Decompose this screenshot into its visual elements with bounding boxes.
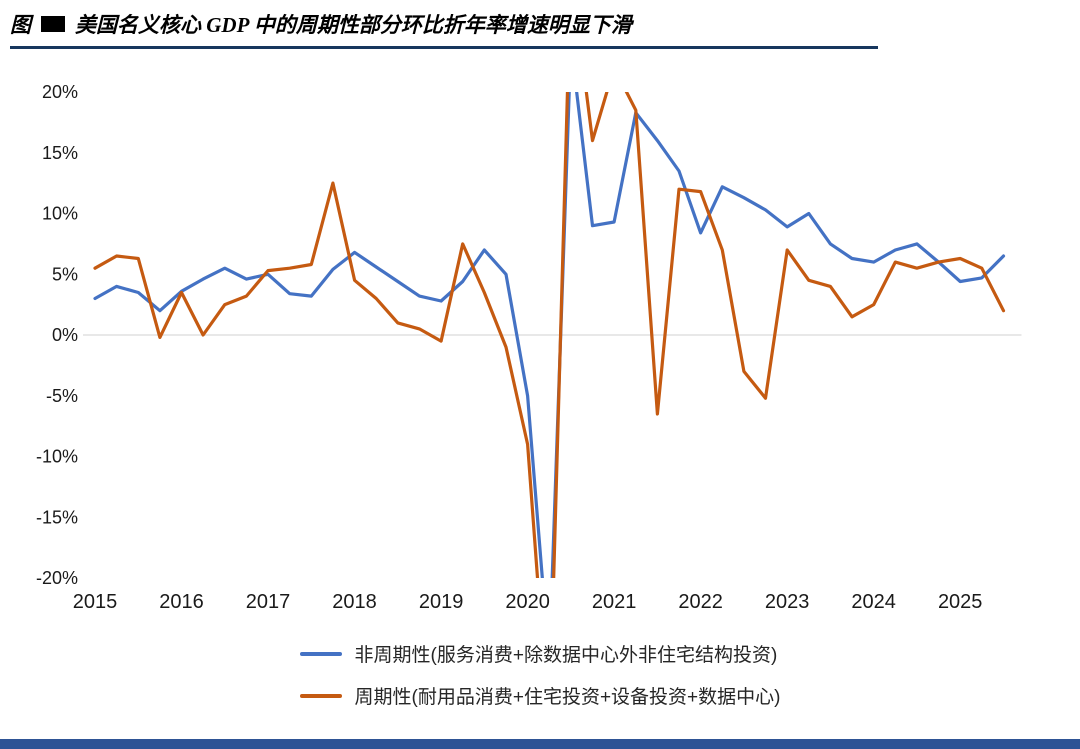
legend-label-noncyclical: 非周期性(服务消费+除数据中心外非住宅结构投资): [354, 645, 778, 666]
cyclical-series-line: [93, 92, 1006, 578]
noncyclical-line-swatch: [299, 651, 342, 656]
x-axis-tick-label: 2017: [246, 591, 291, 613]
x-axis-tick-label: 2018: [332, 591, 377, 613]
x-axis-tick-label: 2025: [938, 591, 983, 613]
line-chart: 20% 15% 10% 5% 0% -5% -10% -15% -20% 2015 2016 2017…: [36, 82, 1022, 613]
y-axis-tick-label: 15%: [42, 143, 78, 163]
x-axis-tick-label: 2015: [73, 591, 118, 613]
chart-legend: 非周期性(服务消费+除数据中心外非住宅结构投资) 周期性(耐用品消费+住宅投资+…: [0, 640, 1080, 709]
legend-item-cyclical: 周期性(耐用品消费+住宅投资+设备投资+数据中心): [299, 682, 781, 709]
chart-area: 20% 15% 10% 5% 0% -5% -10% -15% -20% 2015 2016 2017…: [0, 55, 1080, 625]
figure-title: 美国名义核心 GDP 中的周期性部分环比折年率增速明显下滑: [75, 13, 632, 37]
figure-title-row: 图 美国名义核心 GDP 中的周期性部分环比折年率增速明显下滑: [10, 9, 1080, 39]
y-axis-tick-label: 20%: [42, 82, 78, 102]
x-axis-tick-label: 2019: [419, 591, 464, 613]
x-axis-tick-label: 2016: [159, 591, 204, 613]
cyclical-line-swatch: [299, 693, 342, 698]
x-axis-tick-label: 2020: [505, 591, 550, 613]
legend-label-cyclical: 周期性(耐用品消费+住宅投资+设备投资+数据中心): [354, 687, 781, 708]
legend-items: 非周期性(服务消费+除数据中心外非住宅结构投资) 周期性(耐用品消费+住宅投资+…: [299, 640, 781, 709]
redacted-figure-number-box: [41, 16, 65, 32]
x-axis-tick-label: 2022: [678, 591, 723, 613]
footer-accent-bar: [0, 739, 1080, 749]
y-axis-tick-label: 5%: [52, 264, 78, 284]
x-axis-tick-label: 2023: [765, 591, 810, 613]
y-axis-tick-label: 0%: [52, 325, 78, 345]
title-divider: [10, 46, 878, 49]
figure-prefix: 图: [10, 13, 31, 37]
figure-header: 图 美国名义核心 GDP 中的周期性部分环比折年率增速明显下滑: [0, 0, 1080, 49]
y-axis-tick-label: -10%: [36, 447, 78, 467]
y-axis-tick-label: -5%: [46, 386, 78, 406]
y-axis-tick-label: -15%: [36, 507, 78, 527]
y-axis-tick-label: -20%: [36, 568, 78, 588]
x-axis-tick-label: 2024: [851, 591, 896, 613]
y-axis-tick-label: 10%: [42, 204, 78, 224]
x-axis-tick-label: 2021: [592, 591, 637, 613]
noncyclical-series-line: [93, 92, 1006, 578]
legend-item-noncyclical: 非周期性(服务消费+除数据中心外非住宅结构投资): [299, 640, 778, 667]
